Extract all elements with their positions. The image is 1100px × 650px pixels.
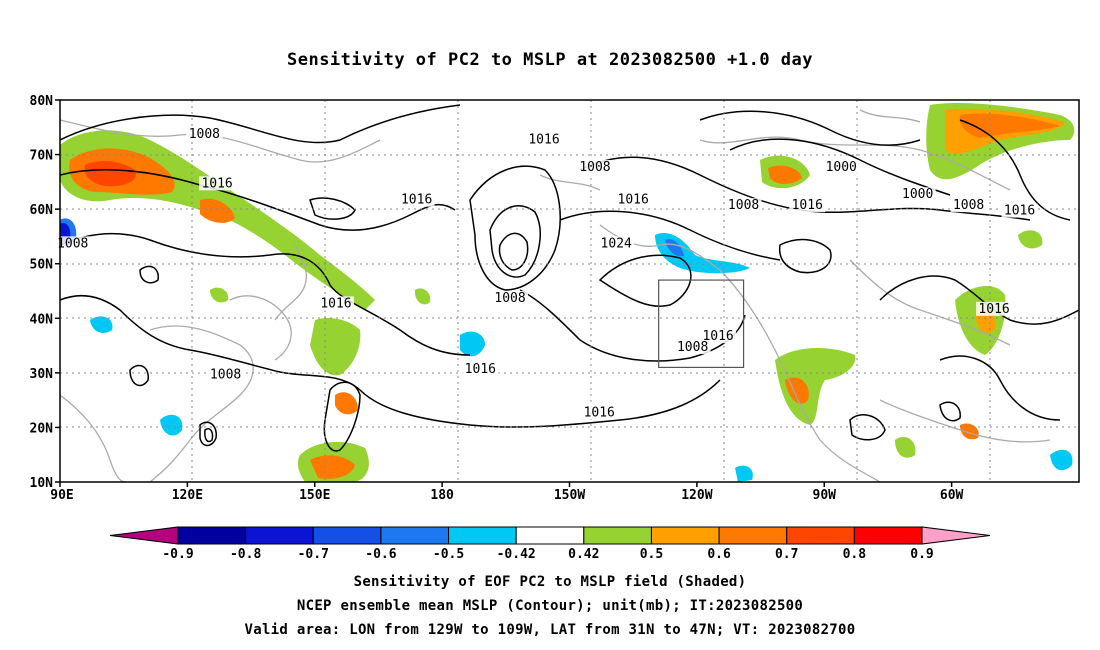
contour-label-bg [1001,203,1038,218]
contour-label-bg [700,329,737,344]
contour-label: 1008 [494,291,525,306]
colorbar-swatch [786,526,855,545]
lon-tick-label: 150W [554,488,585,503]
colorbar-swatch [312,526,382,545]
lat-tick-label: 10N [30,476,54,491]
caption-line-3: Valid area: LON from 129W to 109W, LAT f… [244,622,856,638]
contour-label: 1016 [465,362,496,377]
contour-label-bg [615,192,652,207]
lat-tick-label: 70N [30,149,54,164]
colorbar-label: 0.9 [910,547,933,562]
contour-label: 1000 [826,160,857,175]
lat-tick-label: 30N [30,367,54,382]
contour-label-bg [581,405,618,420]
colorbar-label: 0.8 [843,547,867,562]
mslp-contours [60,104,1079,452]
contour-label-bg [186,127,223,142]
valid-area-box [658,279,745,369]
lon-tick-label: 90W [813,488,837,503]
colorbar-label: 0.7 [775,547,798,562]
contour-label: 1024 [601,236,632,251]
contour-label: 1008 [677,340,708,355]
lat-tick-label: 80N [30,94,54,109]
contour-label: 1016 [401,193,432,208]
contour-label-bg [598,236,635,251]
contour-label-bg [576,159,613,174]
lon-tick-label: 120W [681,488,712,503]
colorbar-swatch [177,526,247,545]
contour-label-bg [54,236,91,251]
contour-label: 1000 [902,187,933,202]
colorbar-swatch [853,526,923,545]
contour-label: 1016 [978,302,1009,317]
colorbar-low-extend [109,526,179,545]
colorbar-label: -0.5 [433,547,464,562]
lat-tick-label: 40N [30,312,54,327]
contour-label-bg [823,159,860,174]
colorbar-label: -0.6 [365,547,396,562]
contour-label: 1016 [528,133,559,148]
lon-tick-label: 150E [299,488,330,503]
colorbar-swatch [448,526,517,545]
contour-label-bg [899,187,936,202]
colorbar-swatch [650,526,720,545]
colorbar-swatch [718,526,788,545]
contour-label-bg [462,361,499,376]
contour-label-bg [207,367,244,382]
coastlines [60,109,1051,482]
colorbar-label: -0.8 [230,547,261,562]
contour-label: 1008 [210,367,241,382]
contour-label: 1016 [201,176,232,191]
contour-label: 1016 [618,193,649,208]
colorbar-label: 0.42 [568,547,599,562]
colorbar-swatch [245,526,314,545]
lon-tick-label: 120E [172,488,203,503]
contour-label: 1008 [579,160,610,175]
lat-tick-label: 20N [30,421,54,436]
colorbar-label: -0.42 [497,547,536,562]
contour-label-bg [398,192,435,207]
contour-label-bg [950,198,987,213]
contour-label-bg [317,296,354,311]
contour-label: 1008 [57,236,88,251]
contour-label: 1008 [189,127,220,142]
contour-label-bg [725,198,762,213]
colorbar-label: 0.5 [640,547,663,562]
colorbar-swatch [583,526,652,545]
lat-tick-label: 50N [30,258,54,273]
colorbar-label: -0.7 [298,547,329,562]
contour-label: 1016 [320,296,351,311]
contour-label-bg [789,198,826,213]
contour-label: 1008 [728,198,759,213]
colorbar-swatch [515,526,585,545]
contour-labels: 1008 1016 1008 1016 1016 1016 1008 1016 1000 1000… [54,127,1038,421]
caption-line-1: Sensitivity of EOF PC2 to MSLP field (Sh… [353,574,747,590]
contour-label-bg [526,132,563,147]
colorbar-label: 0.6 [707,547,731,562]
contour-label-bg [674,340,711,355]
contour-label-bg [976,301,1013,316]
lon-axis: 90E 120E 150E 180 150W 120W 90W 60W [50,482,964,503]
caption-line-2: NCEP ensemble mean MSLP (Contour); unit(… [296,598,804,614]
contour-label: 1016 [584,406,615,421]
map-title: Sensitivity of PC2 to MSLP at 2023082500… [286,50,813,70]
colorbar-high-extend [921,526,991,545]
lat-axis: 80N 70N 60N 50N 40N 30N 20N 10N [30,94,60,491]
lon-tick-label: 90E [50,488,73,503]
contour-label-bg [492,290,529,305]
contour-label: 1008 [953,198,984,213]
contour-label: 1016 [792,198,823,213]
contour-label: 1016 [1004,204,1035,219]
lat-tick-label: 60N [30,203,54,218]
colorbar: -0.9 -0.8 -0.7 -0.6 -0.5 -0.42 0.42 0.5 0.6 0.7 0.… [109,526,991,562]
colorbar-swatch [380,526,450,545]
lon-tick-label: 60W [940,488,964,503]
contour-label-bg [199,176,236,191]
lon-tick-label: 180 [430,488,454,503]
colorbar-label: -0.9 [162,547,193,562]
sensitivity-shading [60,103,1075,482]
